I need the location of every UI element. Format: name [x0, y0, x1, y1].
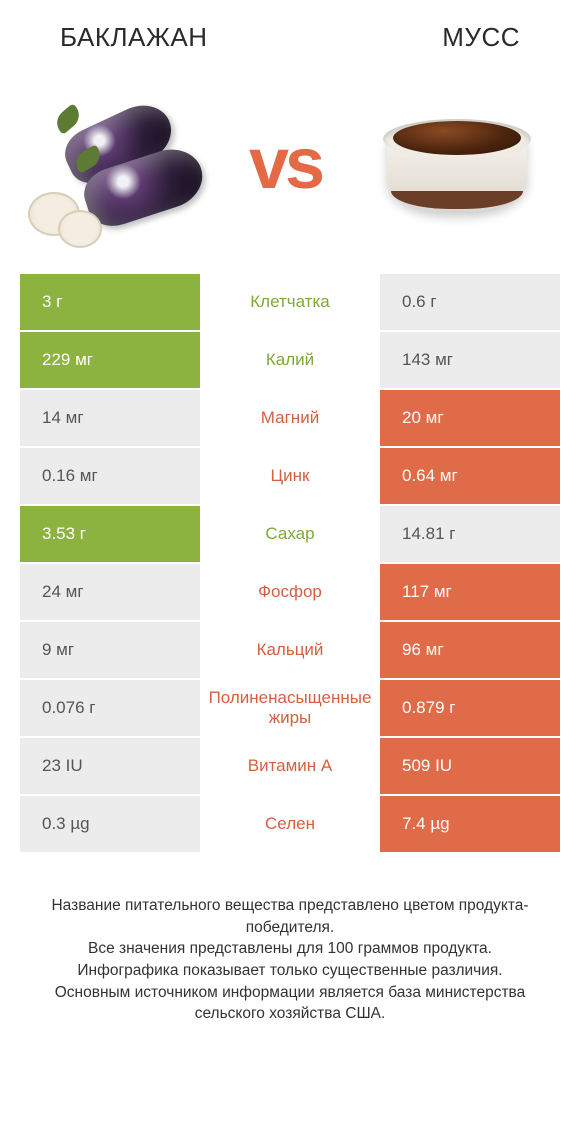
table-row: 0.3 µgСелен7.4 µg [20, 795, 560, 853]
table-row: 23 IUВитамин A509 IU [20, 737, 560, 795]
value-right: 143 мг [380, 332, 560, 388]
nutrient-label: Цинк [200, 448, 380, 504]
table-row: 3.53 гСахар14.81 г [20, 505, 560, 563]
footer-line: Название питательного вещества представл… [30, 895, 550, 938]
value-left: 14 мг [20, 390, 200, 446]
footer-line: Все значения представлены для 100 граммо… [30, 938, 550, 960]
title-left: БАКЛАЖАН [60, 22, 208, 53]
nutrient-label: Клетчатка [200, 274, 380, 330]
nutrient-label: Фосфор [200, 564, 380, 620]
comparison-table: 3 гКлетчатка0.6 г229 мгКалий143 мг14 мгМ… [20, 273, 560, 853]
value-right: 7.4 µg [380, 796, 560, 852]
footer-note: Название питательного вещества представл… [0, 853, 580, 1025]
table-row: 0.076 гПолиненасыщенные жиры0.879 г [20, 679, 560, 737]
image-right [372, 79, 542, 249]
value-left: 0.076 г [20, 680, 200, 736]
value-left: 24 мг [20, 564, 200, 620]
value-right: 96 мг [380, 622, 560, 678]
table-row: 24 мгФосфор117 мг [20, 563, 560, 621]
value-right: 117 мг [380, 564, 560, 620]
table-row: 14 мгМагний20 мг [20, 389, 560, 447]
vs-label: vs [249, 123, 321, 205]
nutrient-label: Калий [200, 332, 380, 388]
value-right: 14.81 г [380, 506, 560, 562]
value-right: 20 мг [380, 390, 560, 446]
header-row: БАКЛАЖАН МУСС [0, 0, 580, 63]
value-left: 9 мг [20, 622, 200, 678]
image-left [28, 79, 198, 249]
mousse-illustration [377, 89, 537, 239]
eggplant-illustration [28, 84, 198, 244]
value-right: 0.6 г [380, 274, 560, 330]
footer-line: Основным источником информации является … [30, 982, 550, 1025]
images-row: vs [0, 63, 580, 273]
footer-line: Инфографика показывает только существенн… [30, 960, 550, 982]
title-right: МУСС [442, 22, 520, 53]
nutrient-label: Селен [200, 796, 380, 852]
nutrient-label: Полиненасыщенные жиры [200, 680, 380, 736]
table-row: 3 гКлетчатка0.6 г [20, 273, 560, 331]
value-left: 23 IU [20, 738, 200, 794]
table-row: 9 мгКальций96 мг [20, 621, 560, 679]
value-right: 0.879 г [380, 680, 560, 736]
nutrient-label: Кальций [200, 622, 380, 678]
value-right: 0.64 мг [380, 448, 560, 504]
nutrient-label: Сахар [200, 506, 380, 562]
value-right: 509 IU [380, 738, 560, 794]
value-left: 0.16 мг [20, 448, 200, 504]
nutrient-label: Витамин A [200, 738, 380, 794]
value-left: 3 г [20, 274, 200, 330]
value-left: 0.3 µg [20, 796, 200, 852]
table-row: 0.16 мгЦинк0.64 мг [20, 447, 560, 505]
table-row: 229 мгКалий143 мг [20, 331, 560, 389]
value-left: 3.53 г [20, 506, 200, 562]
value-left: 229 мг [20, 332, 200, 388]
nutrient-label: Магний [200, 390, 380, 446]
